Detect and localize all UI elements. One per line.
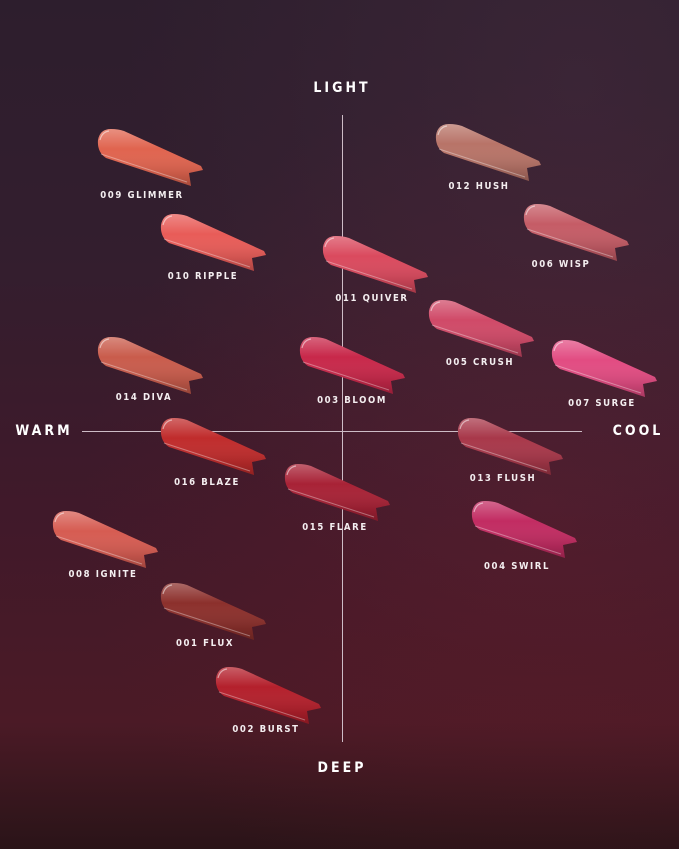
shade-label: 011 QUIVER — [335, 293, 409, 304]
lip-swatch — [97, 128, 203, 186]
shade-label: 013 FLUSH — [469, 473, 537, 484]
shade-label: 016 BLAZE — [174, 477, 240, 488]
lip-swatch — [428, 299, 534, 357]
shade-label: 015 FLARE — [302, 522, 368, 533]
shade-label: 009 GLIMMER — [100, 190, 184, 201]
shade-label: 004 SWIRL — [483, 561, 551, 572]
shade-label: 003 BLOOM — [317, 395, 387, 406]
shade-label: 008 IGNITE — [68, 569, 138, 580]
shade-label: 001 FLUX — [175, 638, 235, 649]
lip-swatch — [160, 582, 266, 640]
shade-label: 010 RIPPLE — [167, 271, 239, 282]
lip-swatch — [471, 500, 577, 558]
lip-swatch — [523, 203, 629, 261]
shade-label: 012 HUSH — [448, 181, 510, 192]
axis-label-cool: COOL — [612, 423, 664, 439]
lip-swatch — [52, 510, 158, 568]
vertical-axis-line — [342, 115, 343, 742]
shade-label: 006 WISP — [531, 259, 591, 270]
lip-swatch — [457, 417, 563, 475]
axis-label-warm: WARM — [15, 423, 73, 439]
horizontal-axis-line — [82, 431, 582, 432]
lip-swatch — [160, 417, 266, 475]
axis-label-deep: DEEP — [317, 760, 367, 776]
shade-label: 014 DIVA — [115, 392, 173, 403]
shade-label: 007 SURGE — [568, 398, 636, 409]
lip-swatch — [215, 666, 321, 724]
lip-swatch — [435, 123, 541, 181]
axis-label-light: LIGHT — [313, 80, 371, 96]
lip-swatch — [551, 339, 657, 397]
shade-label: 005 CRUSH — [445, 357, 515, 368]
shade-label: 002 BURST — [232, 724, 300, 735]
lip-swatch — [284, 463, 390, 521]
lip-swatch — [160, 213, 266, 271]
lip-swatch — [322, 235, 428, 293]
lip-swatch — [97, 336, 203, 394]
lip-swatch — [299, 336, 405, 394]
